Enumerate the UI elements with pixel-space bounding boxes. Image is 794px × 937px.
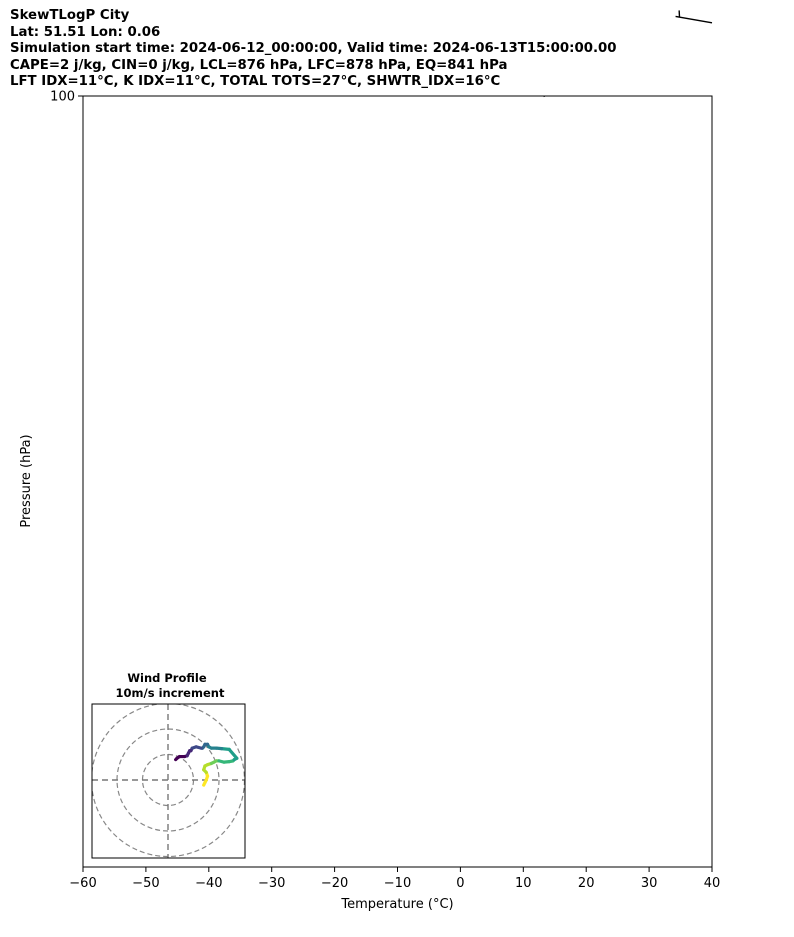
cape-fill <box>543 0 794 96</box>
x-tick-label: 40 <box>704 876 721 891</box>
isotherm-line <box>539 96 541 97</box>
y-tick-label: 100 <box>50 90 75 105</box>
cape-area <box>543 0 794 96</box>
x-tick-label: −20 <box>321 876 348 891</box>
isotherm-line <box>728 0 794 96</box>
x-tick-label: 30 <box>641 876 658 891</box>
x-tick-label: −10 <box>384 876 411 891</box>
y-axis: 1000900800700600500400300200100 <box>50 90 83 105</box>
x-tick-label: 20 <box>578 876 595 891</box>
dry-adiabat-line <box>338 96 340 97</box>
hodograph-segment <box>174 756 179 762</box>
parcel-line <box>543 96 547 98</box>
wind-barbs <box>675 10 713 24</box>
background-lines <box>83 0 794 97</box>
x-tick-label: −30 <box>258 876 285 891</box>
x-tick-label: −50 <box>132 876 159 891</box>
dry-adiabat-line <box>436 96 438 97</box>
isotherm-line <box>602 96 604 97</box>
x-tick-label: −40 <box>195 876 222 891</box>
wind-barb <box>675 10 713 24</box>
station-coords: Lat: 51.51 Lon: 0.06 <box>10 24 161 40</box>
instability-indices: CAPE=2 j/kg, CIN=0 j/kg, LCL=876 hPa, LF… <box>10 57 508 73</box>
dry-adiabat-line <box>469 96 471 97</box>
dry-adiabat-line <box>566 96 568 97</box>
dry-adiabat-line <box>371 96 373 97</box>
moist-adiabat-line <box>493 96 495 97</box>
stability-indices: LFT IDX=11°C, K IDX=11°C, TOTAL TOTS=27°… <box>10 74 501 89</box>
profile-lines <box>543 96 547 98</box>
moist-adiabat-line <box>426 96 428 97</box>
moist-adiabat-line <box>337 96 339 97</box>
hodograph-trace <box>174 742 239 787</box>
moist-adiabat-line <box>301 96 303 97</box>
dry-adiabat-line <box>501 96 503 97</box>
dry-adiabat-line <box>632 96 634 97</box>
x-axis: −60 −50 −40 −30 −20 −10 0 10 20 30 40 <box>69 867 720 891</box>
moist-adiabat-line <box>591 96 593 97</box>
x-tick-label: −60 <box>69 876 96 891</box>
isotherm-line <box>665 96 666 97</box>
dry-adiabat-line <box>664 96 666 97</box>
station-title: SkewTLogP City <box>10 8 130 23</box>
x-tick-label: 0 <box>456 876 464 891</box>
hodograph-title: Wind Profile <box>127 671 207 685</box>
hodograph-frame <box>91 703 246 859</box>
chart-header: SkewTLogP City Lat: 51.51 Lon: 0.06 Simu… <box>10 8 617 91</box>
y-axis-label: Pressure (hPa) <box>19 434 34 527</box>
x-tick-label: 10 <box>515 876 532 891</box>
simulation-times: Simulation start time: 2024-06-12_00:00:… <box>10 41 617 56</box>
hodograph-subtitle: 10m/s increment <box>116 686 225 700</box>
moist-adiabat-line <box>754 0 794 96</box>
hodograph-segment <box>227 747 239 760</box>
hodograph: Wind Profile 10m/s increment <box>91 671 246 859</box>
x-axis-label: Temperature (°C) <box>340 897 453 912</box>
dry-adiabat-line <box>534 96 536 97</box>
dry-adiabat-line <box>599 96 601 97</box>
dry-adiabat-line <box>403 96 405 97</box>
moist-adiabat-line <box>377 96 379 97</box>
dry-adiabat-line <box>306 96 307 97</box>
hodograph-ring <box>116 728 220 832</box>
